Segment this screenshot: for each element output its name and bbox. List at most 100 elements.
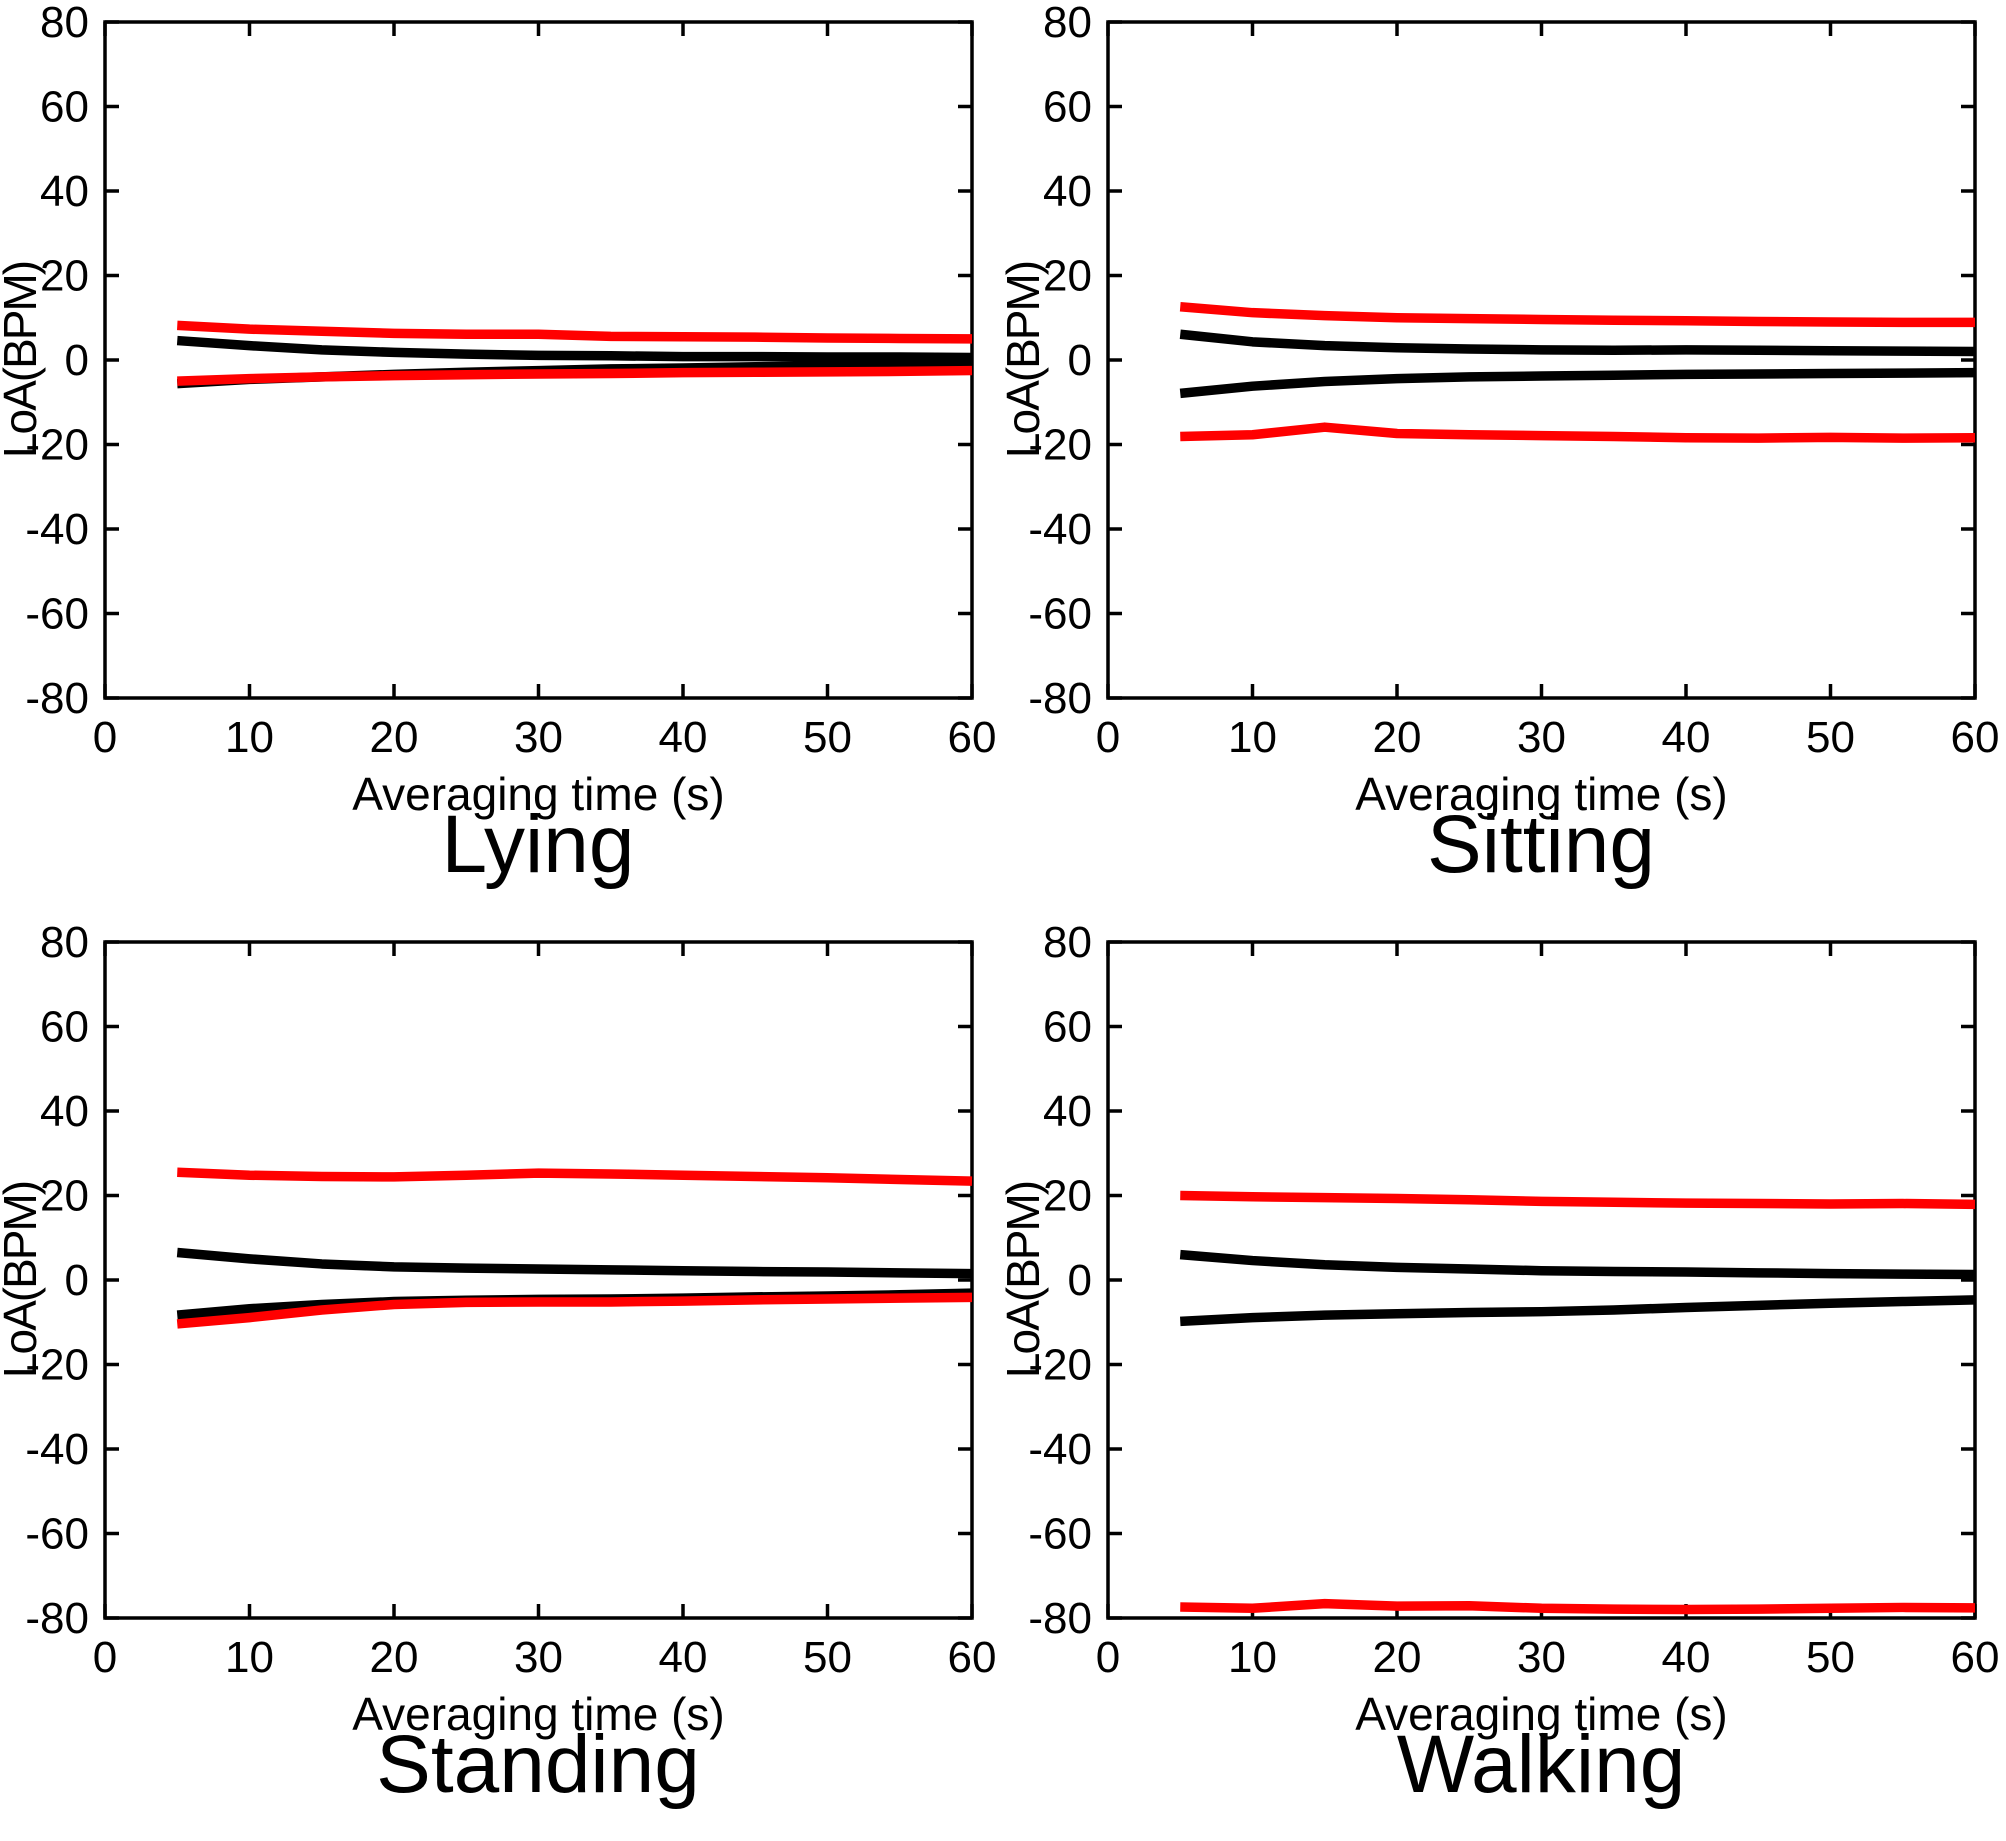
y-tick-label: -60 — [25, 590, 89, 639]
y-tick-label: 60 — [1043, 83, 1092, 132]
red-lower-line — [1180, 422, 1976, 443]
x-tick-label: 20 — [1373, 1633, 1422, 1682]
y-tick-label: -60 — [1028, 1510, 1092, 1559]
y-tick-label: 80 — [40, 0, 89, 47]
black-upper-line — [1179, 329, 1976, 357]
x-axis-label: Averaging time (s) — [1355, 1688, 1727, 1740]
x-tick-label: 50 — [803, 1633, 852, 1682]
panel-standing: 0 10 20 30 40 50 60 -80 -60 -40 -20 0 20 40 60 80 Averag… — [0, 920, 1003, 1841]
y-tick-label: 80 — [1043, 0, 1092, 47]
black-upper-line — [1179, 1249, 1976, 1280]
y-tick-label: -80 — [1028, 674, 1092, 723]
panel-lying: 0 10 20 30 40 50 60 -80 -60 -40 -20 0 20 40 60 80 Averag… — [0, 0, 1003, 920]
x-tick-label: 40 — [1662, 1633, 1711, 1682]
y-tick-label: -80 — [25, 674, 89, 723]
y-tick-label: 0 — [1068, 1256, 1092, 1305]
walking-plot: 0 10 20 30 40 50 60 -80 -60 -40 -20 0 20 40 60 80 Averag… — [1003, 920, 2000, 1740]
y-tick-label: -40 — [25, 1425, 89, 1474]
red-upper-line — [177, 320, 973, 344]
x-tick-label: 0 — [1096, 713, 1120, 762]
x-axis-label: Averaging time (s) — [352, 1688, 724, 1740]
y-tick-label: 20 — [1043, 252, 1092, 301]
y-tick-label: -40 — [1028, 505, 1092, 554]
red-upper-line — [177, 1167, 973, 1186]
black-lower-line — [1179, 367, 1976, 399]
y-tick-label: 40 — [1043, 1087, 1092, 1136]
red-upper-line — [1179, 302, 1975, 328]
y-tick-label: -20 — [25, 1341, 89, 1390]
y-axis-label: LoA(BPM) — [1003, 262, 1049, 458]
y-tick-label: -40 — [25, 505, 89, 554]
y-tick-label: 60 — [40, 83, 89, 132]
y-tick-label: -60 — [25, 1510, 89, 1559]
black-lower-line — [1180, 1295, 1976, 1327]
plot-border — [103, 940, 974, 1620]
plot-border — [1106, 940, 1977, 1620]
y-tick-label: 20 — [1043, 1172, 1092, 1221]
y-tick-label: 40 — [40, 1087, 89, 1136]
x-tick-label: 0 — [1096, 1633, 1120, 1682]
y-tick-label: 40 — [40, 167, 89, 216]
y-tick-label: 0 — [65, 336, 89, 385]
plot-border — [1106, 20, 1977, 700]
x-tick-label: 30 — [514, 713, 563, 762]
lying-plot: 0 10 20 30 40 50 60 -80 -60 -40 -20 0 20 40 60 80 Averag… — [0, 0, 997, 820]
red-upper-line — [1180, 1190, 1976, 1210]
x-tick-label: 10 — [225, 1633, 274, 1682]
panel-title-sitting: Sitting — [1427, 799, 1655, 890]
x-tick-label: 0 — [93, 713, 117, 762]
x-tick-label: 30 — [514, 1633, 563, 1682]
x-tick-label: 20 — [370, 713, 419, 762]
x-tick-label: 0 — [93, 1633, 117, 1682]
sitting-plot: 0 10 20 30 40 50 60 -80 -60 -40 -20 0 20 40 60 80 Averag… — [1003, 0, 2000, 820]
x-tick-label: 40 — [659, 713, 708, 762]
y-tick-label: -20 — [1028, 1341, 1092, 1390]
y-tick-label: 0 — [65, 1256, 89, 1305]
x-tick-label: 10 — [1228, 1633, 1277, 1682]
x-tick-label: 10 — [225, 713, 274, 762]
y-tick-label: 60 — [40, 1003, 89, 1052]
red-lower-line — [176, 1292, 973, 1329]
y-tick-label: 0 — [1068, 336, 1092, 385]
y-tick-label: -60 — [1028, 590, 1092, 639]
y-tick-label: -80 — [1028, 1594, 1092, 1643]
y-tick-label: 40 — [1043, 167, 1092, 216]
y-tick-label: -20 — [1028, 421, 1092, 470]
y-tick-label: 80 — [1043, 920, 1092, 967]
y-tick-label: -20 — [25, 421, 89, 470]
black-upper-line — [176, 335, 973, 363]
y-tick-label: 20 — [40, 252, 89, 301]
y-tick-label: 20 — [40, 1172, 89, 1221]
x-axis-label: Averaging time (s) — [1355, 768, 1727, 820]
black-upper-line — [176, 1247, 973, 1279]
x-tick-label: 50 — [803, 713, 852, 762]
x-tick-label: 60 — [948, 713, 997, 762]
y-axis-label: LoA(BPM) — [1003, 1182, 1049, 1378]
y-axis-label: LoA(BPM) — [0, 1182, 46, 1378]
x-tick-label: 10 — [1228, 713, 1277, 762]
panel-title-standing: Standing — [376, 1719, 700, 1810]
x-axis-label: Averaging time (s) — [352, 768, 724, 820]
x-tick-label: 20 — [370, 1633, 419, 1682]
y-tick-label: -80 — [25, 1594, 89, 1643]
x-tick-label: 50 — [1806, 1633, 1855, 1682]
x-tick-label: 20 — [1373, 713, 1422, 762]
red-lower-line — [177, 365, 973, 386]
panel-walking: 0 10 20 30 40 50 60 -80 -60 -40 -20 0 20 40 60 80 Averag… — [1003, 920, 2006, 1841]
y-tick-label: -40 — [1028, 1425, 1092, 1474]
x-tick-label: 60 — [948, 1633, 997, 1682]
y-tick-label: 60 — [1043, 1003, 1092, 1052]
x-tick-label: 60 — [1951, 1633, 2000, 1682]
x-tick-label: 60 — [1951, 713, 2000, 762]
red-lower-line — [1180, 1598, 1976, 1615]
x-tick-label: 50 — [1806, 713, 1855, 762]
y-tick-label: 80 — [40, 920, 89, 967]
x-tick-label: 40 — [1662, 713, 1711, 762]
x-tick-label: 30 — [1517, 713, 1566, 762]
x-tick-label: 30 — [1517, 1633, 1566, 1682]
standing-plot: 0 10 20 30 40 50 60 -80 -60 -40 -20 0 20 40 60 80 Averag… — [0, 920, 997, 1740]
panel-title-lying: Lying — [441, 799, 635, 890]
x-tick-label: 40 — [659, 1633, 708, 1682]
panel-title-walking: Walking — [1396, 1719, 1686, 1810]
